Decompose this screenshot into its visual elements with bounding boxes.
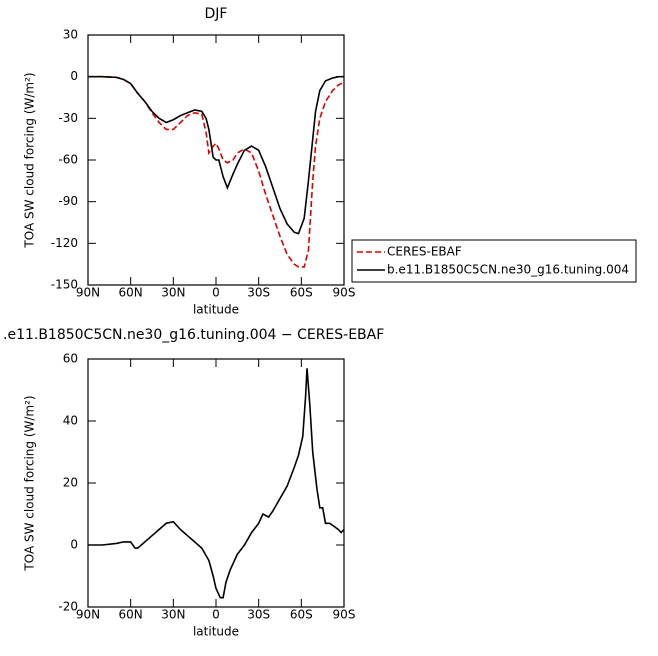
plot-frame [87, 358, 345, 608]
x-tick-label: 30N [161, 286, 185, 300]
x-tick-label: 60N [119, 286, 143, 300]
legend-label: b.e11.B1850C5CN.ne30_g16.tuning.004 [387, 263, 629, 277]
x-axis-label: latitude [193, 303, 239, 317]
x-tick-label: 60S [290, 286, 313, 300]
y-tick-label: 30 [63, 28, 78, 42]
y-tick-label: -30 [58, 111, 78, 125]
series-line [88, 75, 345, 268]
legend-box [351, 239, 637, 283]
series-line [88, 368, 345, 599]
x-tick-label: 90S [333, 286, 356, 300]
x-tick-label: 30S [247, 608, 270, 622]
x-tick-label: 90S [333, 608, 356, 622]
y-axis-label: TOA SW cloud forcing (W/m²) [23, 72, 37, 248]
y-tick-label: -60 [58, 153, 78, 167]
x-tick-label: 60S [290, 608, 313, 622]
legend-label: CERES-EBAF [387, 245, 462, 259]
y-tick-label: 20 [63, 476, 78, 490]
y-tick-label: -90 [58, 194, 78, 208]
x-tick-label: 0 [212, 286, 220, 300]
x-tick-label: 60N [119, 608, 143, 622]
series-line [88, 75, 344, 235]
plot-frame [87, 34, 345, 286]
y-tick-label: -150 [51, 278, 78, 292]
chart-title: .e11.B1850C5CN.ne30_g16.tuning.004 − CER… [3, 327, 384, 343]
y-tick-label: 0 [70, 69, 78, 83]
chart-title: DJF [205, 6, 228, 22]
y-tick-label: 0 [70, 538, 78, 552]
x-tick-label: 30N [161, 608, 185, 622]
x-tick-label: 0 [212, 608, 220, 622]
x-tick-label: 90N [76, 286, 100, 300]
x-axis-label: latitude [193, 625, 239, 639]
y-tick-label: 40 [63, 414, 78, 428]
x-tick-label: 90N [76, 608, 100, 622]
y-tick-label: 60 [63, 352, 78, 366]
x-tick-label: 30S [247, 286, 270, 300]
y-axis-label: TOA SW cloud forcing (W/m²) [23, 395, 37, 571]
y-tick-label: -120 [51, 236, 78, 250]
y-tick-label: -20 [58, 600, 78, 614]
